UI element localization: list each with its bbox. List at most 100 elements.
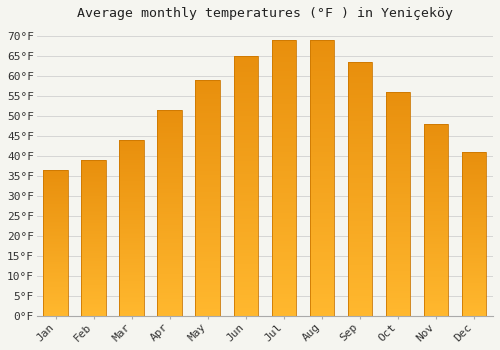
Bar <box>234 311 258 314</box>
Bar <box>462 271 486 273</box>
Bar <box>386 234 410 237</box>
Bar <box>462 208 486 210</box>
Bar <box>272 310 296 313</box>
Bar <box>310 274 334 277</box>
Bar <box>348 242 372 244</box>
Bar <box>386 119 410 121</box>
Bar <box>424 198 448 200</box>
Bar <box>272 305 296 308</box>
Bar <box>462 154 486 155</box>
Bar <box>462 155 486 157</box>
Bar <box>120 282 144 284</box>
Bar <box>348 244 372 247</box>
Bar <box>272 263 296 266</box>
Bar <box>234 106 258 108</box>
Bar <box>310 99 334 101</box>
Bar <box>158 177 182 179</box>
Bar <box>462 233 486 235</box>
Bar <box>158 114 182 116</box>
Bar <box>386 305 410 307</box>
Bar <box>158 260 182 262</box>
Bar <box>462 160 486 162</box>
Bar <box>386 253 410 255</box>
Bar <box>234 201 258 203</box>
Bar <box>272 227 296 230</box>
Bar <box>348 103 372 106</box>
Bar <box>462 283 486 285</box>
Bar <box>272 146 296 149</box>
Bar <box>120 273 144 275</box>
Bar <box>44 238 68 239</box>
Bar <box>120 174 144 176</box>
Bar <box>120 313 144 314</box>
Bar <box>158 120 182 122</box>
Bar <box>234 193 258 195</box>
Bar <box>234 237 258 240</box>
Bar <box>234 156 258 159</box>
Bar <box>424 285 448 287</box>
Bar <box>158 258 182 260</box>
Bar <box>120 270 144 272</box>
Bar <box>348 113 372 116</box>
Bar <box>462 178 486 180</box>
Bar <box>158 187 182 189</box>
Bar <box>272 76 296 79</box>
Bar <box>82 247 106 248</box>
Bar <box>234 300 258 303</box>
Bar <box>196 264 220 266</box>
Bar <box>462 174 486 175</box>
Bar <box>424 279 448 281</box>
Bar <box>462 194 486 195</box>
Bar <box>196 121 220 123</box>
Bar <box>158 135 182 137</box>
Bar <box>44 248 68 250</box>
Bar <box>196 314 220 316</box>
Bar <box>348 285 372 288</box>
Bar <box>272 171 296 174</box>
Bar <box>310 149 334 152</box>
Bar <box>272 202 296 204</box>
Bar <box>158 266 182 268</box>
Bar <box>424 273 448 275</box>
Bar <box>348 303 372 306</box>
Bar <box>82 230 106 231</box>
Bar <box>44 291 68 293</box>
Bar <box>82 201 106 203</box>
Bar <box>386 126 410 128</box>
Bar <box>272 82 296 85</box>
Bar <box>120 309 144 311</box>
Bar <box>272 249 296 252</box>
Bar <box>310 291 334 294</box>
Bar <box>386 248 410 251</box>
Bar <box>424 234 448 237</box>
Bar <box>272 269 296 272</box>
Bar <box>462 214 486 215</box>
Bar <box>348 185 372 188</box>
Bar <box>424 157 448 159</box>
Bar <box>196 149 220 152</box>
Bar <box>120 215 144 217</box>
Bar <box>234 187 258 190</box>
Bar <box>462 228 486 230</box>
Bar <box>158 149 182 152</box>
Bar <box>234 266 258 269</box>
Bar <box>234 85 258 88</box>
Bar <box>44 192 68 194</box>
Bar <box>82 274 106 275</box>
Bar <box>44 226 68 228</box>
Bar <box>44 282 68 284</box>
Bar <box>120 261 144 263</box>
Bar <box>462 210 486 212</box>
Bar <box>424 248 448 250</box>
Bar <box>272 154 296 157</box>
Bar <box>272 294 296 296</box>
Bar <box>348 108 372 111</box>
Bar <box>82 252 106 253</box>
Bar <box>348 226 372 229</box>
Bar <box>310 152 334 154</box>
Bar <box>82 237 106 239</box>
Bar <box>44 229 68 231</box>
Bar <box>158 206 182 208</box>
Bar <box>82 190 106 191</box>
Bar <box>424 159 448 161</box>
